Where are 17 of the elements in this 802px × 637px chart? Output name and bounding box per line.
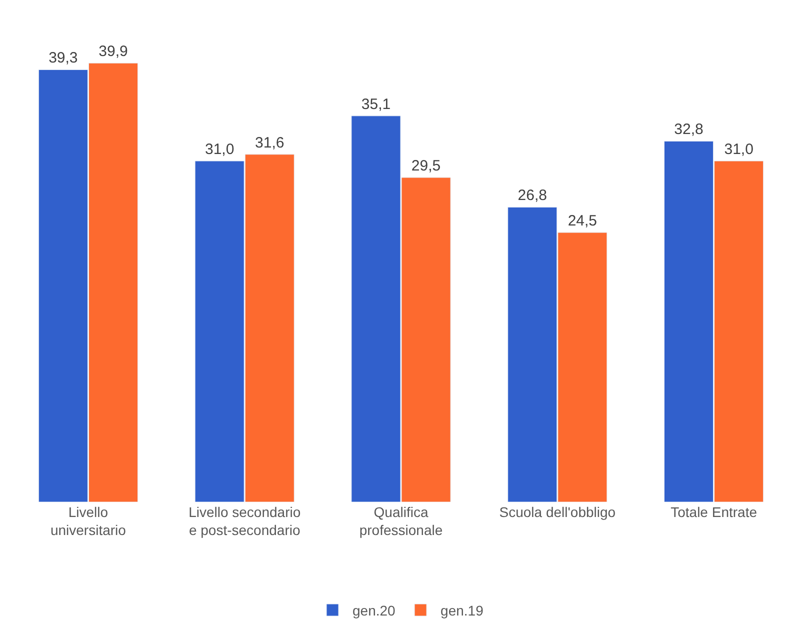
data-label: 32,8 <box>674 121 704 138</box>
data-label: 31,0 <box>204 141 234 158</box>
x-tick-label: Qualifica professionale <box>359 504 443 538</box>
data-label: 29,5 <box>411 158 441 174</box>
x-tick-label: Livello universitario <box>50 504 126 538</box>
legend-label: gen.20 <box>352 602 396 618</box>
data-label: 31,6 <box>255 134 284 152</box>
legend-label: gen.19 <box>440 602 484 618</box>
data-label: 39,3 <box>48 50 78 67</box>
data-label: 24,5 <box>568 212 598 230</box>
data-label: 26,8 <box>518 187 547 204</box>
data-label: 39,9 <box>98 43 128 60</box>
x-tick-label: Scuola dell'obbligo <box>499 504 616 520</box>
data-label: 31,0 <box>724 141 754 158</box>
x-tick-label: Livello secondario e post-secondario <box>188 504 301 538</box>
x-tick-label: Totale Entrate <box>670 504 758 520</box>
data-label: 35,1 <box>361 96 391 113</box>
